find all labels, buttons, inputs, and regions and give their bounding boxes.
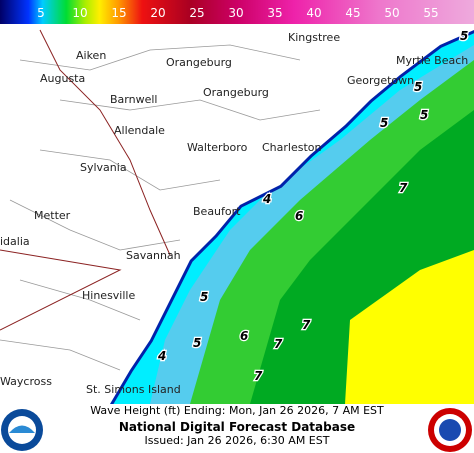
place-label: Allendale [114,124,165,137]
place-label: Waycross [0,375,52,388]
place-label: idalia [0,235,30,248]
wave-height-label: 5 [380,116,388,130]
place-label: Aiken [76,49,106,62]
place-label: St. Simons Island [86,383,181,396]
place-label: Georgetown [347,74,414,87]
legend-label: 25 [189,6,204,20]
legend-label: 45 [345,6,360,20]
wave-height-label: 5 [200,290,208,304]
place-label: Savannah [126,249,181,262]
place-label: Sylvania [80,161,127,174]
place-label: Augusta [40,72,85,85]
footer-title: National Digital Forecast Database [119,420,355,434]
wave-height-label: 6 [240,329,248,343]
place-label: Hinesville [82,289,135,302]
footer-bg [0,404,474,453]
wave-height-label: 7 [254,369,263,383]
legend-bar [0,0,474,24]
place-label: Orangeburg [203,86,269,99]
wave-height-label: 5 [414,80,422,94]
legend-label: 10 [72,6,87,20]
wave-height-label: 7 [399,181,408,195]
wave-height-label: 4 [157,349,166,363]
place-label: Metter [34,209,71,222]
legend-label: 50 [384,6,399,20]
footer-issued: Issued: Jan 26 2026, 6:30 AM EST [145,434,330,447]
legend-label: 30 [228,6,243,20]
nws-logo [428,408,472,452]
place-label: Myrtle Beach [396,54,468,67]
wave-height-label: 5 [420,108,428,122]
place-label: Beaufort [193,205,241,218]
place-label: Charleston [262,141,322,154]
legend-label: 20 [150,6,165,20]
place-label: Walterboro [187,141,248,154]
footer-line: Wave Height (ft) Ending: Mon, Jan 26 202… [90,404,384,417]
wave-height-label: 7 [274,337,283,351]
wave-height-label: 4 [262,192,271,206]
legend-label: 5 [37,6,45,20]
map-area [0,24,474,406]
wave-height-label: 5 [193,336,201,350]
wave-height-label: 7 [302,318,311,332]
noaa-logo [1,409,43,451]
legend-label: 35 [267,6,282,20]
place-label: Kingstree [288,31,340,44]
legend-label: 55 [423,6,438,20]
wave-height-label: 6 [295,209,303,223]
legend-label: 40 [306,6,321,20]
place-label: Orangeburg [166,56,232,69]
legend-label: 15 [111,6,126,20]
place-label: Barnwell [110,93,157,106]
wave-height-label: 5 [460,29,468,43]
